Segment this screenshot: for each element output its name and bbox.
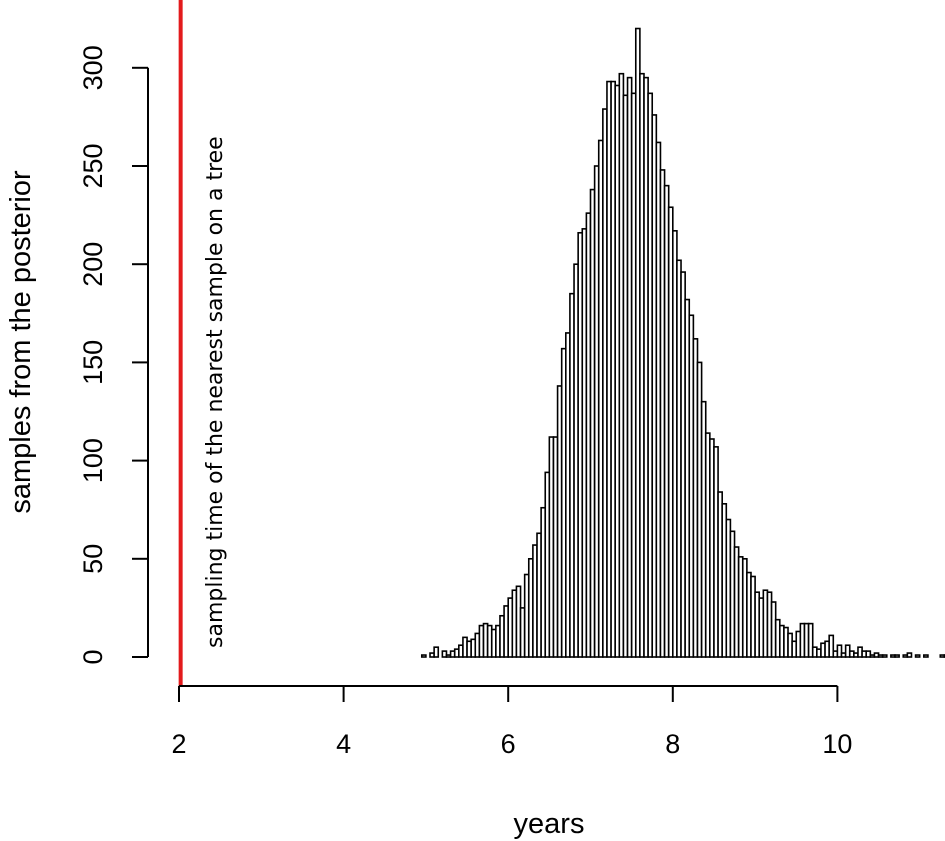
histogram-bar — [433, 646, 440, 658]
y-axis: 0 50 100 150 200 250 300 — [78, 45, 149, 665]
y-tick-label: 300 — [78, 45, 108, 90]
y-tick-label: 150 — [78, 340, 108, 385]
histogram-bar — [828, 634, 835, 658]
x-tick-label: 2 — [171, 729, 186, 759]
y-tick-label: 250 — [78, 143, 108, 188]
histogram-bar — [865, 650, 872, 658]
histogram-bar — [807, 622, 814, 658]
histogram-bar — [420, 654, 427, 658]
y-tick-label: 200 — [78, 242, 108, 287]
y-tick-label: 0 — [78, 649, 108, 664]
y-tick-label: 50 — [78, 544, 108, 574]
histogram-bar — [923, 654, 929, 658]
reference-line-label: sampling time of the nearest sample on a… — [203, 136, 228, 648]
x-axis: 2 4 6 8 10 — [171, 685, 852, 759]
x-tick-label: 6 — [501, 729, 516, 759]
histogram-bar — [441, 650, 448, 658]
histogram-bar — [894, 654, 900, 658]
histogram-bars — [420, 27, 945, 658]
histogram-bar — [881, 654, 888, 658]
x-tick-label: 8 — [665, 729, 680, 759]
x-tick-label: 4 — [336, 729, 351, 759]
histogram-bar — [914, 654, 921, 658]
x-tick-label: 10 — [822, 729, 852, 759]
histogram-bar — [836, 644, 843, 658]
y-axis-title: samples from the posterior — [5, 170, 37, 514]
y-tick-label: 100 — [78, 438, 108, 483]
histogram-bar — [906, 652, 913, 658]
x-axis-title: years — [514, 808, 585, 840]
